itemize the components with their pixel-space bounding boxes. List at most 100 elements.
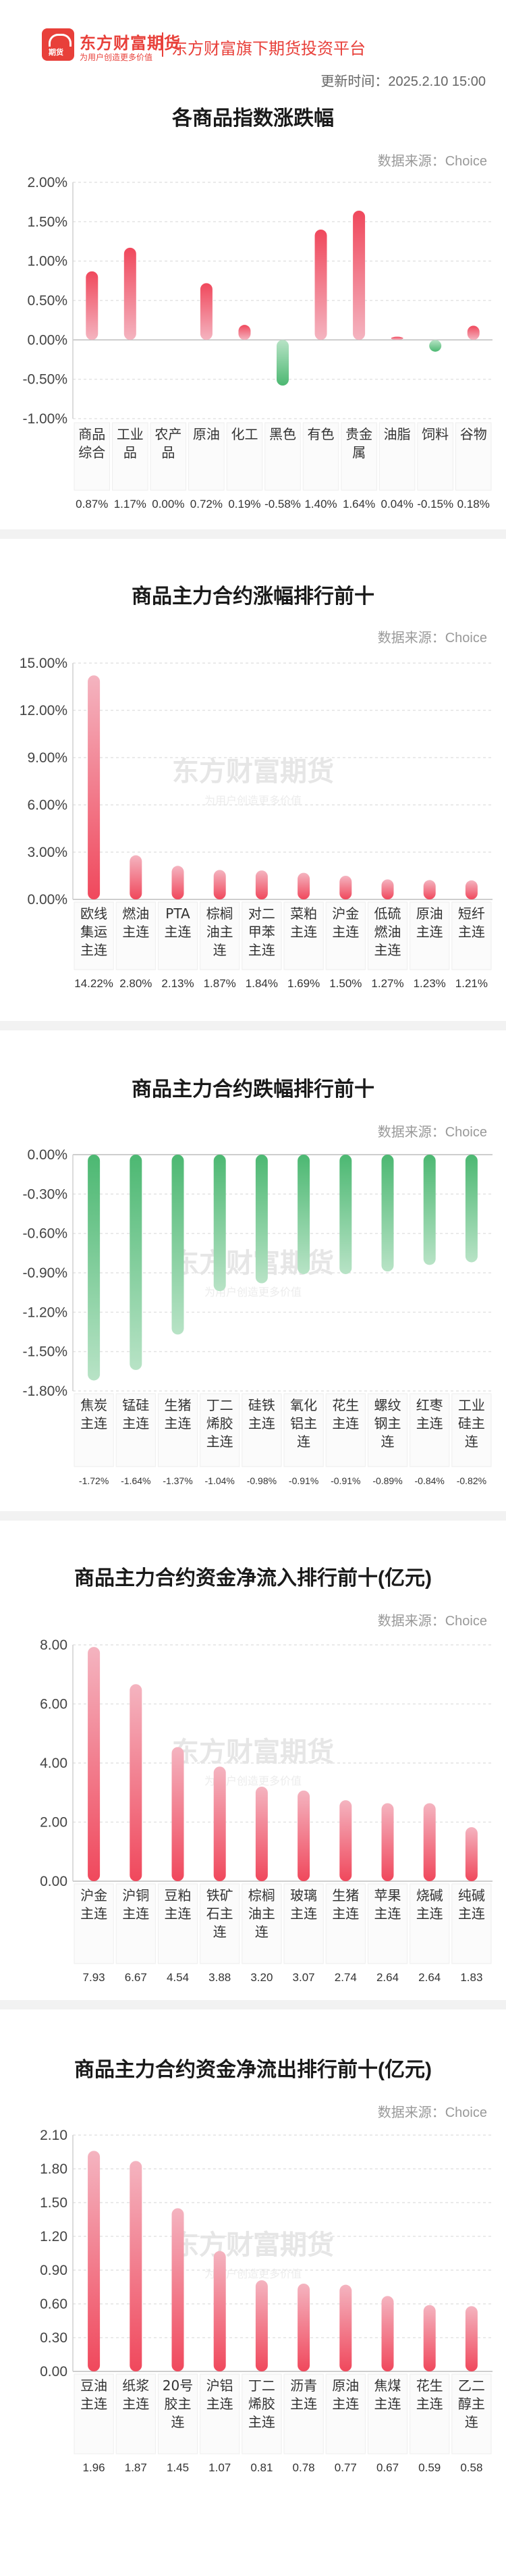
category-label-line: 油主 xyxy=(206,924,233,940)
category-label-line: 铁矿 xyxy=(206,1887,233,1903)
value-label: 1.69% xyxy=(287,977,320,990)
category-label-line: 主连 xyxy=(416,2396,443,2412)
category-label-line: 螺纹 xyxy=(374,1397,401,1413)
category-label: 油脂 xyxy=(384,426,411,442)
value-label: 0.78 xyxy=(293,2461,315,2474)
y-tick-label: 3.00% xyxy=(27,845,67,860)
category-label-line: 烧碱 xyxy=(416,1887,443,1903)
category-label-line: 丁二 xyxy=(206,1397,233,1413)
category-cell xyxy=(157,901,198,970)
category-label-line: 沥青 xyxy=(290,2377,317,2394)
category-label-line: 主连 xyxy=(80,942,107,958)
value-label: 7.93 xyxy=(83,1971,105,1984)
category-cell xyxy=(367,1883,408,1964)
category-label-line: 主连 xyxy=(248,1415,275,1431)
bar xyxy=(88,1155,101,1381)
category-label-line: 主连 xyxy=(165,1415,192,1431)
category-label-line: 锰硅 xyxy=(122,1397,149,1413)
brand-logo-icon: 期货 xyxy=(42,28,74,61)
category-cell xyxy=(112,422,148,491)
category-cell xyxy=(188,422,225,491)
value-label: -1.37% xyxy=(163,1475,192,1486)
bar xyxy=(298,872,310,899)
category-cell xyxy=(367,901,408,970)
category-label: 花生主连 xyxy=(332,1397,359,1431)
category-label-line: 原油 xyxy=(193,426,220,442)
category-cell xyxy=(115,2373,156,2454)
y-tick-label: 1.00% xyxy=(27,254,67,269)
bar xyxy=(130,855,142,899)
category-label-line: 主连 xyxy=(374,2396,401,2412)
y-tick-label: -0.30% xyxy=(22,1186,67,1202)
category-cell xyxy=(455,422,492,491)
y-tick-label: 0.60 xyxy=(40,2296,67,2312)
category-label-line: 氧化 xyxy=(290,1397,317,1413)
bar xyxy=(465,1826,478,1881)
bar xyxy=(255,1155,268,1284)
y-tick-label: 8.00 xyxy=(40,1637,67,1653)
category-cell xyxy=(200,901,240,970)
category-label: 沪铜主连 xyxy=(122,1887,149,1922)
bar xyxy=(423,880,436,899)
category-label-line: 沪金 xyxy=(332,905,359,922)
value-label: -0.84% xyxy=(415,1475,445,1486)
y-tick-label: 1.20 xyxy=(40,2229,67,2244)
category-label: 玻璃主连 xyxy=(290,1887,317,1922)
bar xyxy=(298,1790,310,1881)
value-label: -0.58% xyxy=(264,498,301,510)
data-source: 数据来源：Choice xyxy=(377,2105,487,2120)
value-label: 1.17% xyxy=(114,498,146,510)
category-label-line: 短纤 xyxy=(458,905,485,922)
bar xyxy=(171,1747,184,1881)
category-label-line: 豆粕 xyxy=(165,1887,192,1903)
category-label: 氧化铝主连 xyxy=(290,1397,317,1450)
category-label: 烧碱主连 xyxy=(416,1887,443,1922)
bar xyxy=(298,2284,310,2371)
category-label: 苹果主连 xyxy=(374,1887,401,1922)
category-cell xyxy=(283,2373,324,2454)
category-label: 20号胶主连 xyxy=(163,2377,193,2430)
category-label-line: 丁二 xyxy=(248,2377,275,2394)
y-tick-label: 4.00 xyxy=(40,1756,67,1771)
bar xyxy=(171,866,184,899)
category-label-line: 纯碱 xyxy=(458,1887,485,1903)
y-tick-label: 12.00% xyxy=(20,703,67,718)
chart-top-losers: -1.80% -1.50% -1.20% -0.90% -0.60% -0.30% 0.00… xyxy=(22,1147,493,1486)
category-label: 生猪主连 xyxy=(332,1887,359,1922)
category-label: 沪金主连 xyxy=(332,905,359,940)
data-source: 数据来源：Choice xyxy=(377,154,487,169)
value-label: -0.89% xyxy=(372,1475,402,1486)
category-label-line: 燃油 xyxy=(374,924,401,940)
y-tick-label: -1.00% xyxy=(22,411,67,427)
section-divider xyxy=(0,1511,506,1521)
category-label: 丁二烯胶主连 xyxy=(248,2377,275,2430)
value-label: -0.91% xyxy=(331,1475,360,1486)
bar xyxy=(381,879,394,899)
category-label-line: 连 xyxy=(465,1434,478,1450)
chart-net-inflow: 0.00 2.00 4.00 6.00 8.00 沪金主连 7.93 沪铜主连 6.67 豆粕主连… xyxy=(40,1637,493,1984)
value-label: 0.58 xyxy=(460,2461,482,2474)
category-label-line: 连 xyxy=(465,2414,478,2430)
category-cell xyxy=(451,1883,492,1964)
bar xyxy=(213,1155,226,1292)
bar xyxy=(88,1647,101,1881)
value-label: 2.64 xyxy=(418,1971,441,1984)
value-label: 0.04% xyxy=(381,498,414,510)
brand-divider xyxy=(162,32,163,57)
category-label-line: 主连 xyxy=(122,2396,149,2412)
bar xyxy=(213,2251,226,2371)
category-label-line: 沪铝 xyxy=(206,2377,233,2394)
category-cell xyxy=(451,901,492,970)
value-label: -1.72% xyxy=(79,1475,109,1486)
category-label: 螺纹钢主连 xyxy=(374,1397,401,1450)
category-label-line: 主连 xyxy=(80,1905,107,1922)
value-label: 2.13% xyxy=(161,977,194,990)
value-label: 1.07 xyxy=(208,2461,231,2474)
category-label-line: 硅铁 xyxy=(248,1397,275,1413)
value-label: 1.96 xyxy=(83,2461,105,2474)
category-label: 菜粕主连 xyxy=(290,905,317,940)
category-label-line: 集运 xyxy=(80,924,107,940)
category-label-line: 醇主 xyxy=(458,2396,485,2412)
category-label: 化工 xyxy=(231,426,258,442)
category-label: 沥青主连 xyxy=(290,2377,317,2412)
